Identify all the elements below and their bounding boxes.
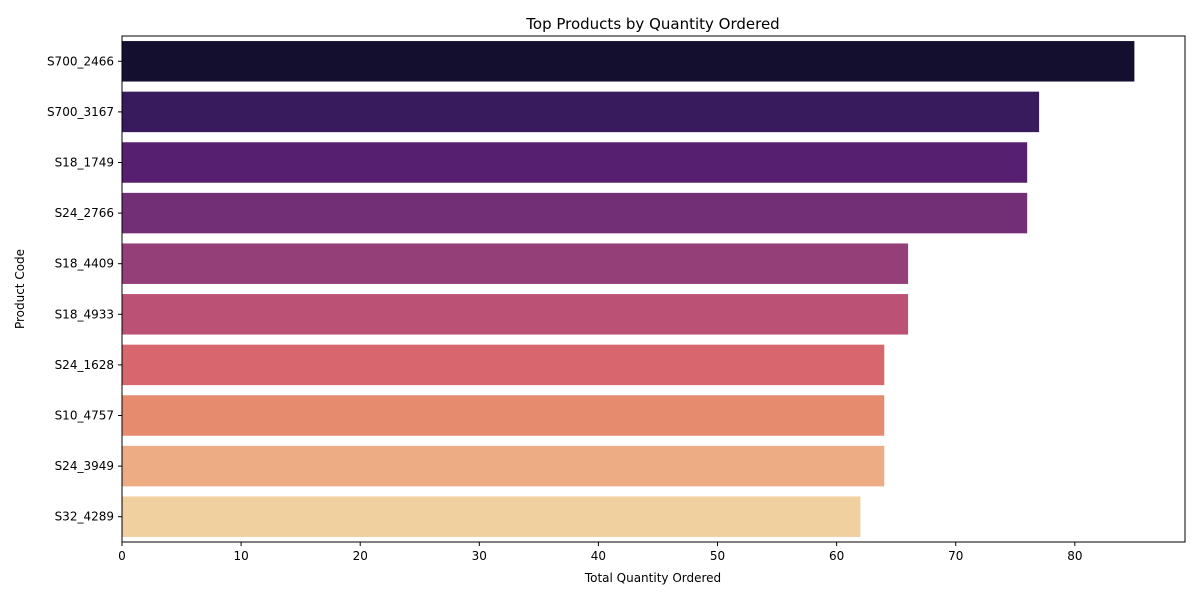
x-tick-label: 40 <box>591 549 606 563</box>
bar-S24_3949 <box>122 445 885 487</box>
x-axis-label: Total Quantity Ordered <box>584 571 721 585</box>
y-tick-label: S700_3167 <box>47 105 114 119</box>
y-axis-label: Product Code <box>13 249 27 329</box>
y-tick-label: S18_4409 <box>55 257 114 271</box>
y-axis-ticks: S700_2466 S700_3167 S18_1749 S24_2766 S18_44… <box>47 54 122 524</box>
bar-S18_4409 <box>122 243 909 284</box>
bars-layer <box>122 41 1135 537</box>
x-tick-label: 20 <box>353 549 368 563</box>
x-tick-label: 70 <box>948 549 963 563</box>
x-tick-label: 80 <box>1067 549 1082 563</box>
chart-title: Top Products by Quantity Ordered <box>525 15 779 33</box>
plot-frame <box>121 35 1186 543</box>
bar-S10_4757 <box>122 395 885 436</box>
x-tick-label: 30 <box>472 549 487 563</box>
bar-S700_3167 <box>122 91 1040 133</box>
bar-S32_4289 <box>122 496 861 537</box>
bar-S18_4933 <box>122 294 909 335</box>
x-tick-label: 60 <box>829 549 844 563</box>
y-tick-label: S24_1628 <box>55 358 114 372</box>
x-tick-label: 50 <box>710 549 725 563</box>
x-tick-label: 10 <box>233 549 248 563</box>
x-axis-ticks: 0 10 20 30 40 50 60 70 80 <box>118 542 1082 563</box>
bar-S18_1749 <box>122 142 1028 183</box>
y-tick-label: S18_4933 <box>55 307 114 321</box>
bar-S24_2766 <box>122 192 1028 234</box>
y-tick-label: S32_4289 <box>55 510 114 524</box>
y-tick-label: S24_2766 <box>55 206 114 220</box>
y-tick-label: S18_1749 <box>55 156 114 170</box>
x-tick-label: 0 <box>118 549 126 563</box>
y-tick-label: S10_4757 <box>55 409 114 423</box>
y-tick-label: S24_3949 <box>55 459 114 473</box>
bar-S700_2466 <box>122 41 1135 82</box>
bar-S24_1628 <box>122 344 885 386</box>
y-tick-label: S700_2466 <box>47 54 114 68</box>
